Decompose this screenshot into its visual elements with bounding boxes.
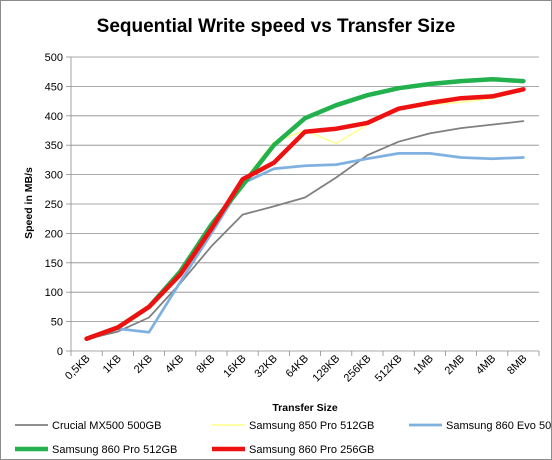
gridlines [71, 56, 539, 323]
legend-label-2: Samsung 860 Evo 500GB [446, 420, 551, 432]
x-tick-label: 4MB [474, 353, 498, 377]
legend-label-4: Samsung 860 Pro 256GB [249, 444, 374, 456]
x-tick-label: 256KB [342, 353, 374, 385]
x-tick-label: 1KB [101, 353, 124, 376]
x-tick-label: 16KB [221, 353, 249, 381]
y-axis-title: Speed in MB/s [23, 167, 35, 239]
y-tick-label: 200 [45, 228, 63, 240]
y-tick-label: 150 [45, 258, 63, 270]
series-lines [84, 77, 526, 341]
x-tick-label: 64KB [284, 353, 312, 381]
x-tick-label: 8MB [505, 353, 529, 377]
y-tick-label: 0 [57, 346, 63, 358]
x-tick-label: 4KB [163, 353, 186, 376]
y-tick-label: 350 [45, 140, 63, 152]
x-tick-label: 32KB [252, 353, 280, 381]
y-tick-label: 100 [45, 287, 63, 299]
x-tick-label: 2KB [132, 353, 155, 376]
y-axis-ticks: 0 50 100 150 200 250 300 350 400 450 500 [45, 52, 71, 358]
legend: Crucial MX500 500GB Samsung 850 Pro 512GB… [15, 420, 551, 456]
y-tick-label: 450 [45, 81, 63, 93]
x-tick-label: 1MB [411, 353, 435, 377]
y-tick-label: 50 [51, 317, 63, 329]
legend-label-1: Samsung 850 Pro 512GB [249, 420, 374, 432]
legend-label-0: Crucial MX500 500GB [52, 420, 161, 432]
x-tick-label: 512KB [373, 353, 405, 385]
x-axis-title: Transfer Size [272, 402, 338, 414]
series-line-4 [84, 87, 526, 341]
series-line-3 [84, 77, 526, 341]
y-tick-label: 250 [45, 199, 63, 211]
x-axis-ticks: 0,5KB 1KB 2KB 4KB 8KB 16KB 32KB 64KB 128KB 256KB 5… [63, 351, 540, 385]
y-tick-label: 500 [45, 52, 63, 64]
series-line-0 [85, 120, 525, 341]
x-tick-label: 2MB [443, 353, 467, 377]
legend-label-3: Samsung 860 Pro 512GB [52, 444, 177, 456]
series-line-2 [85, 152, 525, 341]
x-tick-label: 0,5KB [63, 353, 93, 383]
x-tick-label: 128KB [310, 353, 342, 385]
chart-title: Sequential Write speed vs Transfer Size [97, 16, 456, 37]
x-tick-label: 8KB [194, 353, 217, 376]
y-tick-label: 300 [45, 170, 63, 182]
y-tick-label: 400 [45, 111, 63, 123]
